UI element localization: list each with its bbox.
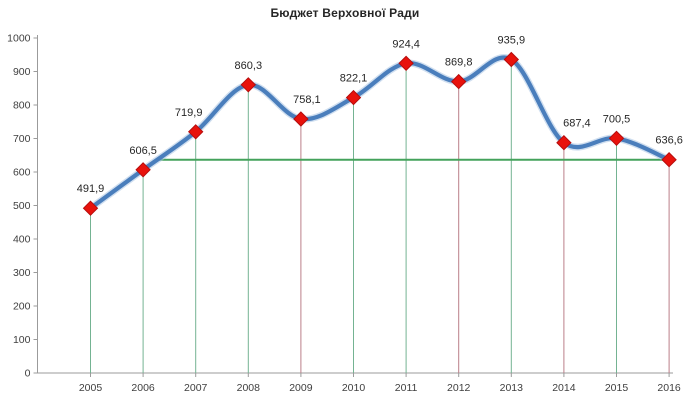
chart-title: Бюджет Верховної Ради bbox=[270, 6, 420, 20]
y-tick-label: 1000 bbox=[7, 33, 31, 45]
x-tick-label: 2010 bbox=[342, 382, 366, 394]
y-tick-label: 600 bbox=[13, 167, 31, 179]
data-point-label: 636,6 bbox=[655, 135, 683, 147]
data-point-label: 700,5 bbox=[603, 113, 631, 125]
x-tick-label: 2009 bbox=[289, 382, 313, 394]
data-point-marker bbox=[345, 89, 362, 106]
y-tick-label: 900 bbox=[13, 66, 31, 78]
y-tick-label: 200 bbox=[13, 301, 31, 313]
data-point-label: 606,5 bbox=[129, 145, 157, 157]
data-point-label: 860,3 bbox=[235, 60, 263, 72]
data-point-marker bbox=[450, 73, 467, 90]
x-tick-label: 2011 bbox=[395, 382, 418, 394]
data-point-marker bbox=[293, 111, 309, 127]
data-point-marker bbox=[503, 51, 520, 68]
data-point-label: 935,9 bbox=[498, 35, 526, 47]
y-tick-label: 300 bbox=[13, 267, 31, 279]
x-tick-label: 2014 bbox=[552, 382, 576, 394]
y-tick-label: 0 bbox=[25, 368, 31, 380]
y-tick-label: 400 bbox=[13, 234, 31, 246]
data-point-marker bbox=[608, 130, 625, 147]
y-tick-label: 700 bbox=[13, 133, 31, 145]
x-tick-label: 2016 bbox=[657, 382, 681, 394]
y-tick-label: 800 bbox=[13, 100, 31, 112]
data-point-marker bbox=[135, 162, 151, 178]
data-point-marker bbox=[240, 77, 257, 93]
x-tick-label: 2007 bbox=[184, 382, 208, 394]
data-point-label: 491,9 bbox=[77, 183, 105, 195]
x-tick-label: 2015 bbox=[605, 382, 629, 394]
y-tick-label: 100 bbox=[13, 334, 31, 346]
data-point-marker bbox=[398, 55, 414, 72]
data-point-marker bbox=[82, 200, 99, 216]
data-point-label: 822,1 bbox=[340, 73, 368, 85]
data-point-label: 758,1 bbox=[293, 94, 321, 106]
x-tick-label: 2005 bbox=[79, 382, 103, 394]
data-point-label: 687,4 bbox=[563, 118, 591, 130]
data-point-marker bbox=[556, 134, 572, 151]
series-line bbox=[88, 55, 672, 211]
x-tick-label: 2006 bbox=[131, 382, 155, 394]
x-tick-label: 2012 bbox=[447, 382, 471, 394]
x-tick-label: 2008 bbox=[237, 382, 261, 394]
data-point-label: 869,8 bbox=[445, 57, 473, 69]
x-tick-label: 2013 bbox=[500, 382, 524, 394]
data-point-marker bbox=[661, 151, 677, 168]
y-tick-label: 500 bbox=[13, 200, 31, 212]
data-point-label: 924,4 bbox=[392, 38, 420, 50]
data-point-label: 719,9 bbox=[175, 107, 203, 119]
data-point-marker bbox=[187, 124, 204, 140]
